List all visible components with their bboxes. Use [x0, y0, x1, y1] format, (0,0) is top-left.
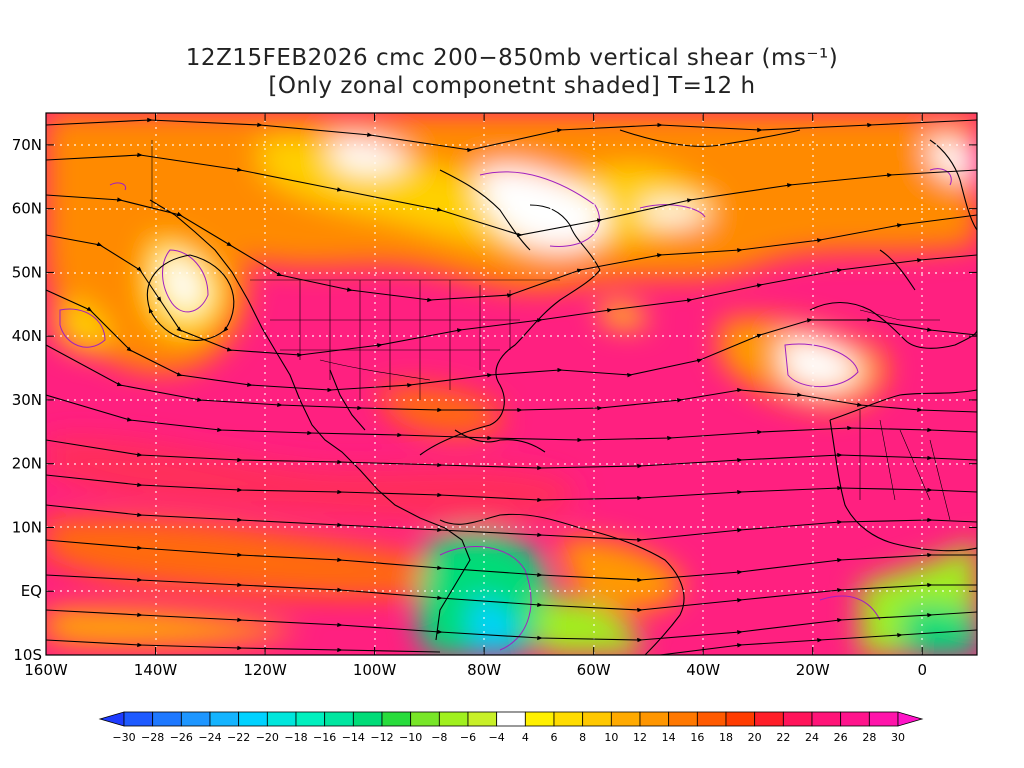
- colorbar-cell: [381, 711, 412, 727]
- colorbar-cell: [840, 711, 870, 727]
- lon-tick-label: 80W: [467, 661, 501, 679]
- colorbar-label: −20: [256, 731, 279, 744]
- colorbar-cell: [266, 711, 297, 727]
- colorbar-cell: [754, 711, 784, 727]
- colorbar-label: 6: [551, 731, 558, 744]
- colorbar-label: 24: [805, 731, 819, 744]
- colorbar-cell: [352, 711, 383, 727]
- colorbar-cell: [696, 711, 727, 727]
- colorbar-cell: [725, 711, 756, 727]
- lon-tick-label: 20W: [796, 661, 830, 679]
- colorbar-label: −18: [284, 731, 307, 744]
- colorbar-label: 12: [633, 731, 647, 744]
- title-line-2: [Only zonal componetnt shaded] T=12 h: [268, 73, 756, 99]
- lon-tick-label: 100W: [353, 661, 397, 679]
- colorbar-label: −26: [170, 731, 193, 744]
- colorbar-label: −12: [370, 731, 393, 744]
- title-line-1: 12Z15FEB2026 cmc 200−850mb vertical shea…: [185, 45, 839, 71]
- colorbar-label: 26: [834, 731, 848, 744]
- colorbar-min-triangle: [98, 711, 125, 727]
- colorbar-cell: [496, 711, 526, 727]
- lat-tick-label: 50N: [12, 263, 42, 281]
- lon-tick-label: 60W: [577, 661, 611, 679]
- colorbar-cell: [324, 711, 354, 727]
- colorbar-cell: [782, 711, 813, 727]
- colorbar-cell: [553, 711, 584, 727]
- colorbar-cell: [295, 711, 326, 727]
- plot-frame: [45, 112, 978, 656]
- colorbar-cell: [610, 711, 641, 727]
- colorbar-cell: [868, 711, 899, 727]
- lon-tick-label: 40W: [686, 661, 720, 679]
- colorbar-cell: [467, 711, 498, 727]
- colorbar-cell: [811, 711, 842, 727]
- colorbar-cell: [209, 711, 240, 727]
- lat-tick-label: EQ: [21, 582, 42, 600]
- lon-tick-label: 160W: [24, 661, 68, 679]
- colorbar-label: −22: [227, 731, 250, 744]
- lat-tick-label: 10N: [12, 518, 42, 536]
- colorbar-label: 18: [719, 731, 733, 744]
- lon-tick-label: 0: [917, 661, 927, 679]
- colorbar-label: 30: [891, 731, 905, 744]
- colorbar-cell: [123, 711, 154, 727]
- colorbar-cell: [668, 711, 698, 727]
- colorbar-cell: [639, 711, 670, 727]
- colorbar-cell: [524, 711, 555, 727]
- colorbar-label: −8: [431, 731, 447, 744]
- colorbar-cell: [410, 711, 440, 727]
- lat-tick-label: 70N: [12, 136, 42, 154]
- colorbar-label: −10: [399, 731, 422, 744]
- lon-tick-label: 140W: [134, 661, 178, 679]
- colorbar-cell: [180, 711, 211, 727]
- colorbar-cell: [238, 711, 268, 727]
- lat-tick-label: 40N: [12, 327, 42, 345]
- colorbar-label: −16: [313, 731, 336, 744]
- colorbar-cell: [582, 711, 612, 727]
- lat-tick-label: 30N: [12, 391, 42, 409]
- colorbar-label: 28: [862, 731, 876, 744]
- latitude-axis: 70N 60N 50N 40N 30N 20N 10N EQ 10S: [12, 136, 977, 664]
- chart-title: 12Z15FEB2026 cmc 200−850mb vertical shea…: [0, 44, 1024, 100]
- colorbar-label: 20: [748, 731, 762, 744]
- colorbar-label: 4: [522, 731, 529, 744]
- colorbar-label: −28: [141, 731, 164, 744]
- lat-tick-label: 60N: [12, 200, 42, 218]
- lat-tick-label: 10S: [13, 646, 42, 664]
- colorbar-cell: [438, 711, 469, 727]
- colorbar-label: 10: [604, 731, 618, 744]
- lat-tick-label: 20N: [12, 455, 42, 473]
- colorbar-cell: [152, 711, 182, 727]
- lon-tick-label: 120W: [243, 661, 287, 679]
- colorbar-label: 22: [776, 731, 790, 744]
- colorbar-label: 8: [579, 731, 586, 744]
- colorbar: −30 −28 −26 −24 −22 −20 −18 −16 −14 −12 −10 −8 −6 −4 4…: [98, 711, 924, 744]
- streamlines: [46, 117, 977, 655]
- colorbar-label: 16: [690, 731, 704, 744]
- colorbar-label: −14: [342, 731, 365, 744]
- colorbar-label: −24: [198, 731, 221, 744]
- colorbar-label: −6: [460, 731, 476, 744]
- colorbar-label: 14: [662, 731, 676, 744]
- longitude-axis: 160W 140W 120W 100W 80W 60W 40W 20W 0: [24, 113, 927, 679]
- colorbar-label: −30: [112, 731, 135, 744]
- colorbar-label: −4: [489, 731, 505, 744]
- colorbar-max-triangle: [897, 711, 924, 727]
